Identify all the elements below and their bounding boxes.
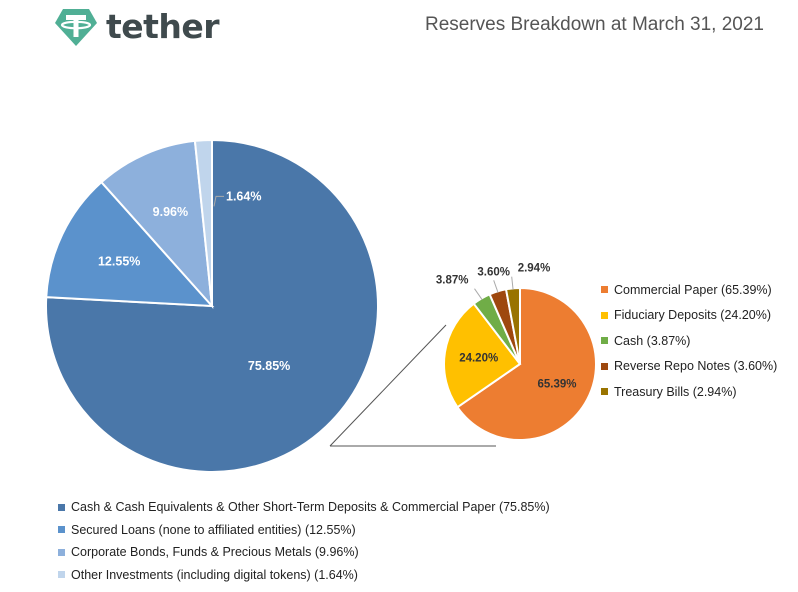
main-slice-corporate-bonds-funds-precious [100,139,214,309]
legend-swatch [58,548,65,556]
main-data-label: 75.85% [248,359,290,373]
main-data-label: 1.64% [226,189,261,203]
tether-logo-icon [55,9,97,46]
sub-legend-item: Commercial Paper (65.39%) [601,277,777,303]
legend-label: Other Investments (including digital tok… [71,567,358,582]
main-legend-item: Corporate Bonds, Funds & Precious Metals… [58,541,550,564]
legend-label: Reverse Repo Notes (3.60%) [614,359,778,374]
main-data-label: 9.96% [153,205,188,219]
main-slice-cash-cash-equivalents-other-sh [45,138,379,473]
main-slice-other-investments-including-di [193,138,213,307]
legend-label: Cash (3.87%) [614,333,691,348]
brand-name: tether [106,7,220,46]
sub-data-label: 65.39% [537,378,576,390]
legend-label: Secured Loans (none to affiliated entiti… [71,522,356,537]
main-legend-item: Cash & Cash Equivalents & Other Short-Te… [58,496,550,519]
legend-label: Treasury Bills (2.94%) [614,384,737,399]
sub-data-label: 24.20% [459,353,498,365]
legend-label: Cash & Cash Equivalents & Other Short-Te… [71,500,550,515]
legend-swatch [58,526,65,534]
legend-label: Fiduciary Deposits (24.20%) [614,308,772,323]
sub-pie-legend: Commercial Paper (65.39%) Fiduciary Depos… [601,277,777,405]
legend-label: Commercial Paper (65.39%) [614,282,772,297]
sub-data-label: 2.94% [518,263,551,275]
legend-swatch [58,571,65,579]
sub-data-label: 3.60% [477,266,510,278]
sub-slice-fiduciary-deposits [443,302,522,409]
legend-swatch [601,311,608,319]
sub-data-label: 3.87% [436,275,469,287]
sub-label-leader [493,280,499,293]
chart-title: Reserves Breakdown at March 31, 2021 [424,14,764,35]
main-legend-item: Other Investments (including digital tok… [58,564,550,587]
legend-swatch [601,362,608,370]
sub-legend-item: Fiduciary Deposits (24.20%) [601,303,777,329]
main-label-leader [213,195,224,207]
brand-logo: tether [54,6,220,48]
legend-swatch [58,503,65,511]
legend-swatch [601,337,608,345]
sub-legend-item: Cash (3.87%) [601,328,777,354]
main-slice-secured-loans-none-to-affiliat [45,180,215,308]
sub-legend-item: Treasury Bills (2.94%) [601,379,777,405]
sub-label-leader [474,288,483,301]
sub-slice-commercial-paper [456,286,597,441]
main-legend-item: Secured Loans (none to affiliated entiti… [58,519,550,542]
connector-line-top [329,324,447,447]
main-data-label: 12.55% [98,254,140,268]
sub-legend-item: Reverse Repo Notes (3.60%) [601,354,777,380]
main-pie-legend: Cash & Cash Equivalents & Other Short-Te… [58,496,550,586]
legend-swatch [601,388,608,396]
sub-label-leader [511,276,514,290]
legend-label: Corporate Bonds, Funds & Precious Metals… [71,545,359,560]
legend-swatch [601,286,608,294]
